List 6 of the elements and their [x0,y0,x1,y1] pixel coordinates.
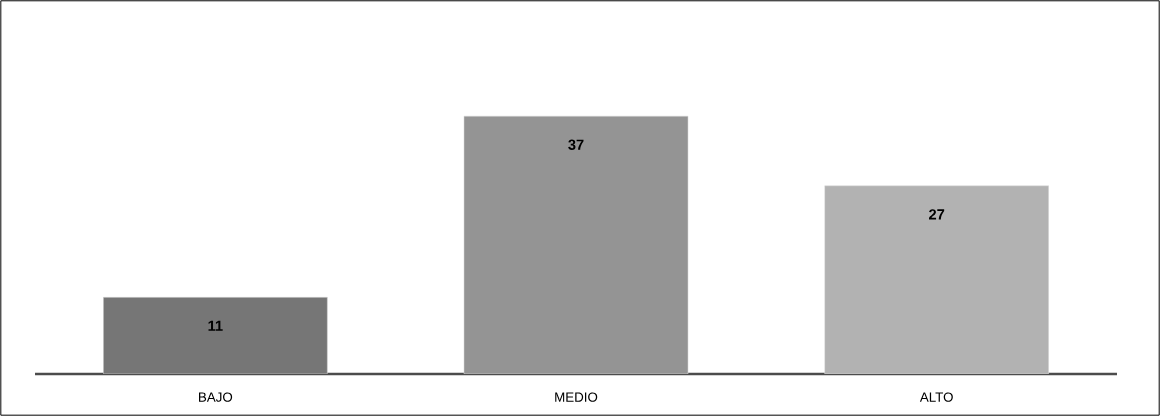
data-label: 27 [929,209,945,220]
data-label: 37 [568,139,584,150]
x-tick-label: MEDIO [555,392,598,402]
x-tick-label: BAJO [199,392,233,402]
data-label: 11 [208,320,223,331]
x-tick-label: ALTO [919,392,953,402]
